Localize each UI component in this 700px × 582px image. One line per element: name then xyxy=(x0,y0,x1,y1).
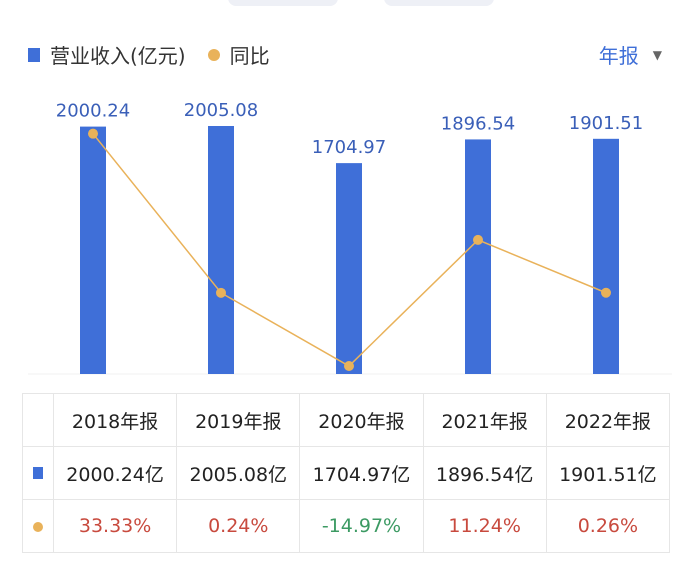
yoy-point[interactable] xyxy=(344,361,354,372)
yoy-cell: -14.97% xyxy=(299,499,424,553)
revenue-row-marker xyxy=(22,446,54,500)
chevron-down-icon[interactable]: ▼ xyxy=(652,47,662,62)
revenue-bar[interactable] xyxy=(80,126,106,375)
top-tab-pill[interactable] xyxy=(384,0,494,6)
period-selector-label[interactable]: 年报 xyxy=(598,44,639,68)
yoy-point[interactable] xyxy=(88,128,98,139)
revenue-chart: 2000.24 2005.08 1704.97 1896.54 1901.51 xyxy=(28,100,672,375)
bar-value-label: 1704.97 xyxy=(312,137,386,158)
bar-value-label: 1896.54 xyxy=(441,113,515,134)
yoy-cell: 33.33% xyxy=(52,499,178,553)
revenue-cell: 1901.51亿 xyxy=(545,446,671,500)
top-tab-pill[interactable] xyxy=(228,0,338,6)
table-header-cell: 2022年报 xyxy=(545,393,671,447)
bar-value-label: 2000.24 xyxy=(56,101,130,122)
table-revenue-row: 2000.24亿 2005.08亿 1704.97亿 1896.54亿 1901… xyxy=(22,446,671,500)
bar-value-label: 1901.51 xyxy=(569,113,643,134)
table-corner-cell xyxy=(22,393,54,447)
yoy-cell: 0.24% xyxy=(176,499,301,553)
line-legend-swatch xyxy=(207,48,220,61)
table-header-cell: 2020年报 xyxy=(299,393,424,447)
revenue-cell: 1896.54亿 xyxy=(422,446,547,500)
table-header-cell: 2021年报 xyxy=(422,393,547,447)
table-header-cell: 2018年报 xyxy=(52,393,178,447)
revenue-cell: 1704.97亿 xyxy=(299,446,424,500)
yoy-cell: 11.24% xyxy=(422,499,547,553)
table-header-cell: 2019年报 xyxy=(176,393,301,447)
yoy-point[interactable] xyxy=(216,287,226,298)
revenue-cell: 2005.08亿 xyxy=(176,446,301,500)
yoy-row-marker xyxy=(22,499,54,553)
revenue-bar[interactable] xyxy=(593,138,619,374)
table-yoy-row: 33.33% 0.24% -14.97% 11.24% 0.26% xyxy=(22,499,671,553)
bar-value-label: 2005.08 xyxy=(184,100,258,121)
revenue-bar[interactable] xyxy=(208,126,234,374)
data-table: 2018年报 2019年报 2020年报 2021年报 2022年报 2000.… xyxy=(22,393,671,553)
legend-yoy-label: 同比 xyxy=(229,44,270,68)
yoy-cell: 0.26% xyxy=(545,499,671,553)
bar-square-icon xyxy=(33,467,43,479)
revenue-bar[interactable] xyxy=(465,139,491,374)
dot-icon xyxy=(33,522,43,532)
top-strip xyxy=(0,0,700,12)
table-header-row: 2018年报 2019年报 2020年报 2021年报 2022年报 xyxy=(22,393,671,447)
chart-legend: 营业收入(亿元) 同比 xyxy=(28,40,270,69)
yoy-point[interactable] xyxy=(473,234,483,245)
bar-legend-swatch xyxy=(28,47,40,62)
yoy-point[interactable] xyxy=(601,287,611,298)
revenue-cell: 2000.24亿 xyxy=(52,446,178,500)
legend-revenue-label: 营业收入(亿元) xyxy=(50,44,186,68)
period-selector[interactable]: 年报 ▼ xyxy=(599,40,662,69)
revenue-bar[interactable] xyxy=(336,163,362,374)
